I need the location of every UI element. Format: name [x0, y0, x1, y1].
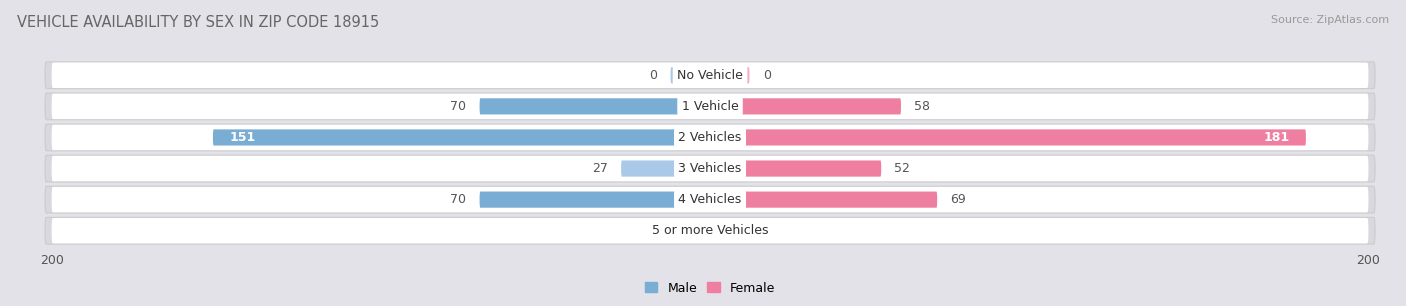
Text: 52: 52	[894, 162, 910, 175]
Text: 2 Vehicles: 2 Vehicles	[679, 131, 741, 144]
FancyBboxPatch shape	[479, 192, 710, 208]
Text: 181: 181	[1264, 131, 1289, 144]
FancyBboxPatch shape	[710, 223, 749, 239]
Text: 27: 27	[592, 162, 607, 175]
Text: 3 Vehicles: 3 Vehicles	[679, 162, 741, 175]
Text: Source: ZipAtlas.com: Source: ZipAtlas.com	[1271, 15, 1389, 25]
FancyBboxPatch shape	[52, 125, 1368, 150]
FancyBboxPatch shape	[671, 67, 710, 83]
Legend: Male, Female: Male, Female	[640, 277, 780, 300]
Text: 70: 70	[450, 193, 467, 206]
Text: 58: 58	[914, 100, 931, 113]
FancyBboxPatch shape	[52, 218, 1368, 244]
FancyBboxPatch shape	[621, 160, 710, 177]
FancyBboxPatch shape	[45, 186, 1375, 213]
FancyBboxPatch shape	[710, 192, 938, 208]
Text: 0: 0	[762, 69, 770, 82]
Text: 0: 0	[650, 224, 658, 237]
Text: 4 Vehicles: 4 Vehicles	[679, 193, 741, 206]
Text: 0: 0	[650, 69, 658, 82]
Text: 69: 69	[950, 193, 966, 206]
Text: 70: 70	[450, 100, 467, 113]
FancyBboxPatch shape	[710, 129, 1306, 146]
FancyBboxPatch shape	[52, 187, 1368, 212]
Text: No Vehicle: No Vehicle	[678, 69, 742, 82]
FancyBboxPatch shape	[671, 223, 710, 239]
Text: 5 or more Vehicles: 5 or more Vehicles	[652, 224, 768, 237]
FancyBboxPatch shape	[45, 155, 1375, 182]
FancyBboxPatch shape	[710, 160, 882, 177]
FancyBboxPatch shape	[710, 98, 901, 114]
FancyBboxPatch shape	[45, 93, 1375, 120]
FancyBboxPatch shape	[710, 67, 749, 83]
FancyBboxPatch shape	[45, 124, 1375, 151]
Text: 151: 151	[229, 131, 256, 144]
FancyBboxPatch shape	[479, 98, 710, 114]
FancyBboxPatch shape	[52, 62, 1368, 88]
FancyBboxPatch shape	[45, 217, 1375, 244]
FancyBboxPatch shape	[52, 156, 1368, 181]
FancyBboxPatch shape	[52, 94, 1368, 119]
Text: 1 Vehicle: 1 Vehicle	[682, 100, 738, 113]
Text: VEHICLE AVAILABILITY BY SEX IN ZIP CODE 18915: VEHICLE AVAILABILITY BY SEX IN ZIP CODE …	[17, 15, 380, 30]
Text: 0: 0	[762, 224, 770, 237]
FancyBboxPatch shape	[45, 62, 1375, 89]
FancyBboxPatch shape	[212, 129, 710, 146]
